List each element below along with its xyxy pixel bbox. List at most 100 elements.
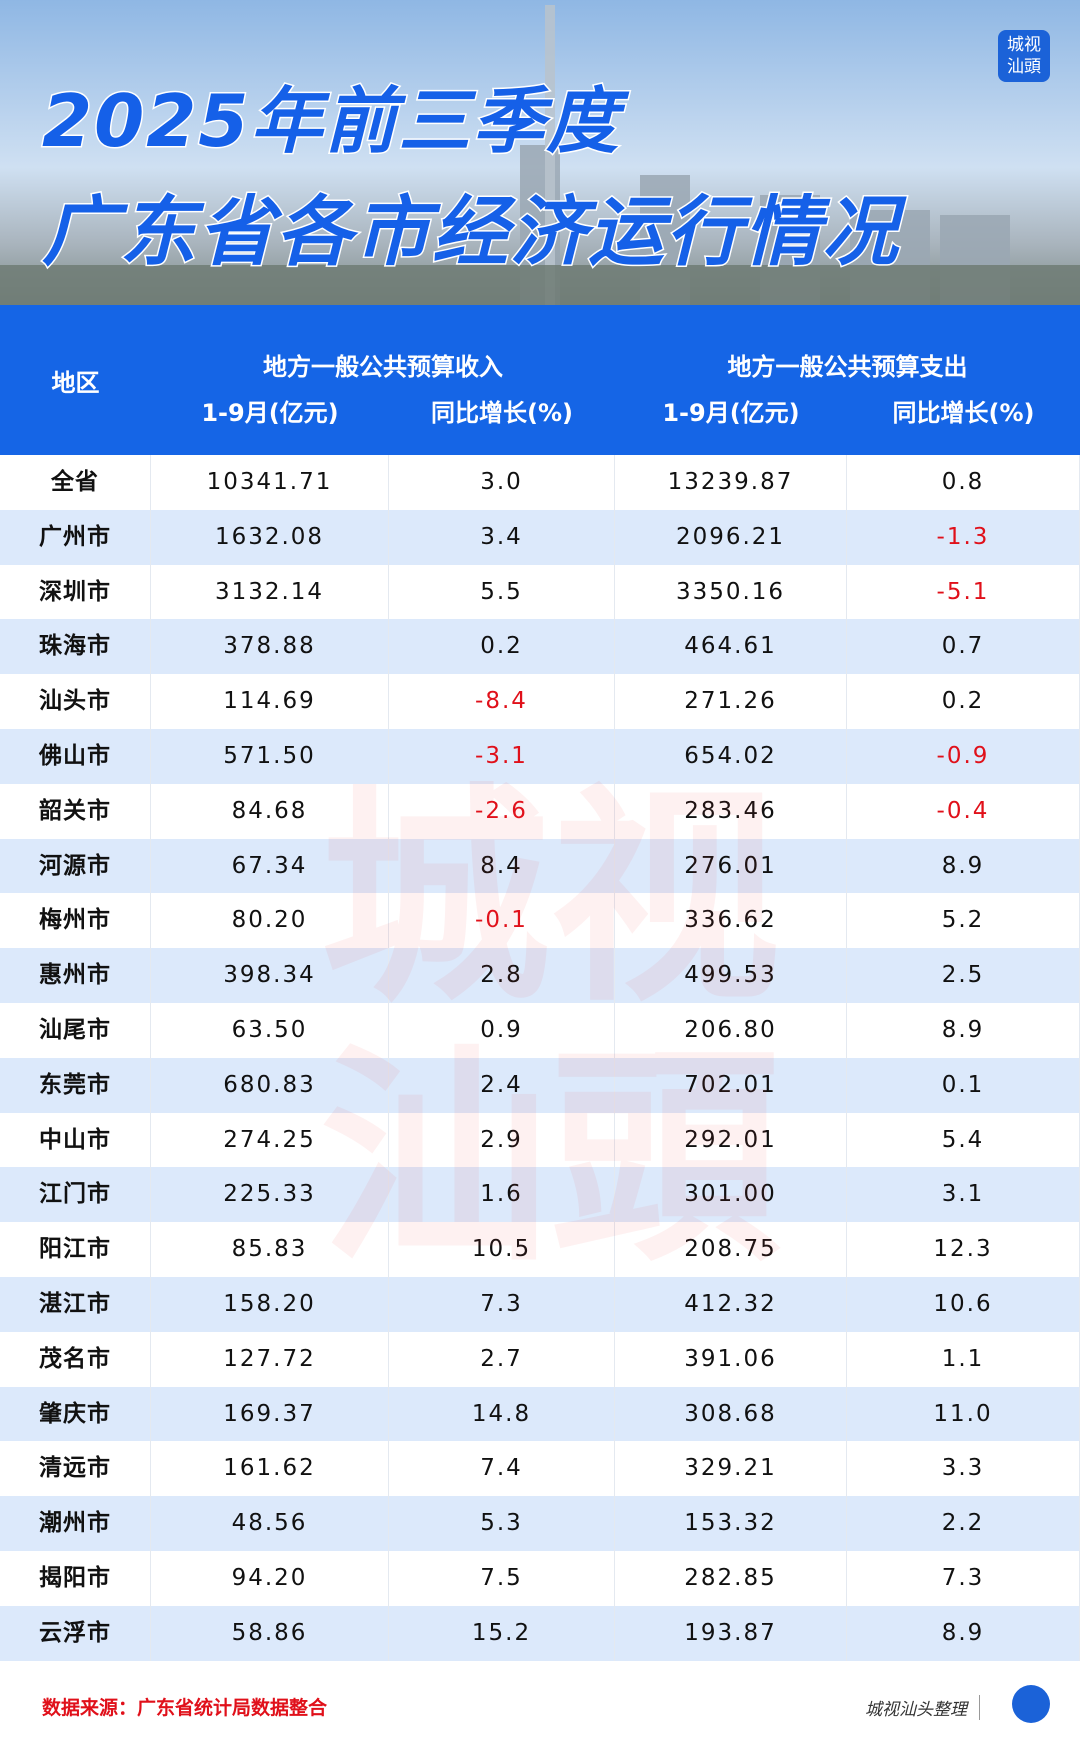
value-cell: -8.4 (389, 674, 615, 729)
table-row: 中山市 274.25 2.9 292.01 5.4 (0, 1112, 1080, 1168)
table-row: 茂名市 127.72 2.7 391.06 1.1 (0, 1331, 1080, 1387)
value-cell: 2.2 (847, 1496, 1080, 1551)
group-header: 地方一般公共预算收入 (263, 353, 503, 381)
value-cell: 2.9 (389, 1112, 615, 1168)
footer-logo (1012, 1685, 1050, 1723)
region-cell: 全省 (0, 455, 151, 510)
value-cell: 283.46 (615, 783, 847, 839)
value-cell: 301.00 (615, 1167, 847, 1223)
logo-text: 城视 (1007, 35, 1041, 55)
region-cell: 汕头市 (0, 674, 151, 729)
value-cell: -0.9 (847, 728, 1080, 784)
table-row: 珠海市 378.88 0.2 464.61 0.7 (0, 619, 1080, 675)
value-cell: -2.6 (389, 783, 615, 839)
value-cell: 2.5 (847, 948, 1080, 1003)
value-cell: 282.85 (615, 1550, 847, 1606)
group-header: 地方一般公共预算支出 (727, 353, 968, 381)
table-header: 地区 地方一般公共预算收入 地方一般公共预算支出 1-9月(亿元) 同比增长(%… (0, 305, 1080, 455)
value-cell: 398.34 (151, 948, 389, 1003)
value-cell: 412.32 (615, 1276, 847, 1332)
value-cell: 114.69 (151, 674, 389, 729)
col-header: 同比增长(%) (892, 399, 1035, 427)
value-cell: 58.86 (151, 1605, 389, 1661)
value-cell: 7.3 (847, 1550, 1080, 1606)
col-header: 1-9月(亿元) (201, 399, 339, 427)
region-cell: 河源市 (0, 838, 151, 894)
value-cell: 193.87 (615, 1605, 847, 1661)
region-cell: 揭阳市 (0, 1550, 151, 1606)
value-cell: 14.8 (389, 1386, 615, 1442)
table-row: 阳江市 85.83 10.5 208.75 12.3 (0, 1222, 1080, 1277)
value-cell: 208.75 (615, 1222, 847, 1277)
value-cell: 3.1 (847, 1167, 1080, 1223)
value-cell: 2.8 (389, 948, 615, 1003)
value-cell: 169.37 (151, 1386, 389, 1442)
region-cell: 云浮市 (0, 1605, 151, 1661)
table-row: 惠州市 398.34 2.8 499.53 2.5 (0, 948, 1080, 1003)
region-cell: 深圳市 (0, 564, 151, 620)
table-row: 清远市 161.62 7.4 329.21 3.3 (0, 1441, 1080, 1497)
value-cell: 3350.16 (615, 564, 847, 620)
value-cell: 3.0 (389, 455, 615, 510)
value-cell: 8.9 (847, 1002, 1080, 1058)
value-cell: -1.3 (847, 509, 1080, 565)
value-cell: 85.83 (151, 1222, 389, 1277)
table-row: 潮州市 48.56 5.3 153.32 2.2 (0, 1496, 1080, 1551)
value-cell: 276.01 (615, 838, 847, 894)
value-cell: 702.01 (615, 1057, 847, 1113)
value-cell: 0.8 (847, 455, 1080, 510)
value-cell: 7.5 (389, 1550, 615, 1606)
value-cell: -0.1 (389, 893, 615, 949)
value-cell: 5.2 (847, 893, 1080, 949)
value-cell: 464.61 (615, 619, 847, 675)
table-row: 梅州市 80.20 -0.1 336.62 5.2 (0, 893, 1080, 949)
value-cell: 2.4 (389, 1057, 615, 1113)
value-cell: 12.3 (847, 1222, 1080, 1277)
value-cell: 5.3 (389, 1496, 615, 1551)
value-cell: 654.02 (615, 728, 847, 784)
table-row: 东莞市 680.83 2.4 702.01 0.1 (0, 1057, 1080, 1113)
value-cell: 1.1 (847, 1331, 1080, 1387)
value-cell: 2096.21 (615, 509, 847, 565)
value-cell: -0.4 (847, 783, 1080, 839)
value-cell: 13239.87 (615, 455, 847, 510)
value-cell: 292.01 (615, 1112, 847, 1168)
value-cell: 0.2 (847, 674, 1080, 729)
region-cell: 珠海市 (0, 619, 151, 675)
table-row: 汕头市 114.69 -8.4 271.26 0.2 (0, 674, 1080, 729)
table-row: 广州市 1632.08 3.4 2096.21 -1.3 (0, 509, 1080, 565)
col-header: 同比增长(%) (431, 399, 573, 427)
region-cell: 湛江市 (0, 1276, 151, 1332)
value-cell: 2.7 (389, 1331, 615, 1387)
value-cell: 11.0 (847, 1386, 1080, 1442)
col-header: 地区 (51, 369, 100, 397)
region-cell: 惠州市 (0, 948, 151, 1003)
value-cell: 48.56 (151, 1496, 389, 1551)
value-cell: 10.5 (389, 1222, 615, 1277)
value-cell: 499.53 (615, 948, 847, 1003)
region-cell: 肇庆市 (0, 1386, 151, 1442)
table-row: 全省 10341.71 3.0 13239.87 0.8 (0, 455, 1080, 510)
region-cell: 阳江市 (0, 1222, 151, 1277)
region-cell: 中山市 (0, 1112, 151, 1168)
footer: 数据来源：广东省统计局数据整合 城视汕头整理 (0, 1661, 1080, 1753)
value-cell: 8.4 (389, 838, 615, 894)
value-cell: 274.25 (151, 1112, 389, 1168)
value-cell: 10.6 (847, 1276, 1080, 1332)
value-cell: -3.1 (389, 728, 615, 784)
region-cell: 茂名市 (0, 1331, 151, 1387)
region-cell: 韶关市 (0, 783, 151, 839)
table-row: 肇庆市 169.37 14.8 308.68 11.0 (0, 1386, 1080, 1442)
value-cell: 1.6 (389, 1167, 615, 1223)
value-cell: 63.50 (151, 1002, 389, 1058)
hero-banner: 2025年前三季度 广东省各市经济运行情况 城视 汕頭 (0, 0, 1080, 305)
table-body: 全省 10341.71 3.0 13239.87 0.8 广州市 1632.08 3.4 209… (0, 455, 1080, 1661)
value-cell: 80.20 (151, 893, 389, 949)
value-cell: 336.62 (615, 893, 847, 949)
table-row: 韶关市 84.68 -2.6 283.46 -0.4 (0, 783, 1080, 839)
region-cell: 汕尾市 (0, 1002, 151, 1058)
value-cell: 127.72 (151, 1331, 389, 1387)
table-row: 汕尾市 63.50 0.9 206.80 8.9 (0, 1002, 1080, 1058)
region-cell: 梅州市 (0, 893, 151, 949)
